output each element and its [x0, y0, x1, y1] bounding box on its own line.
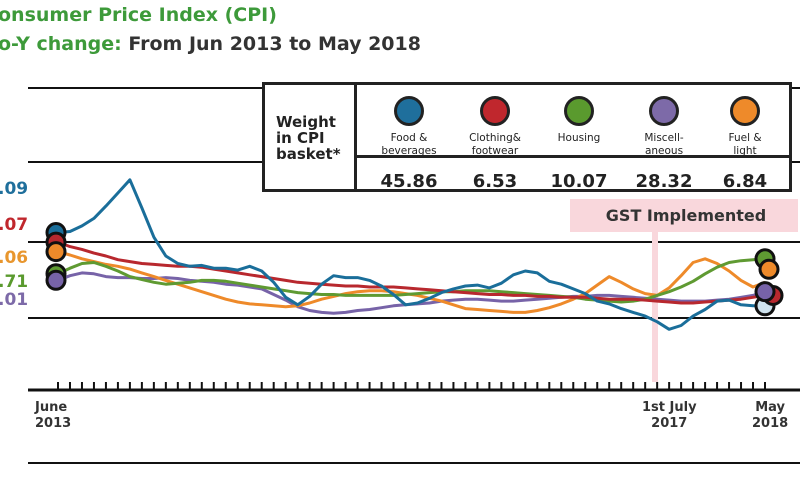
series-line-clothing-footwear	[57, 240, 766, 305]
legend-label: Clothing& footwear	[469, 132, 521, 157]
legend: Weight in CPI basket* Food & beverages 45…	[262, 82, 792, 192]
housing-swatch	[564, 96, 594, 126]
legend-divider	[357, 155, 789, 158]
series-line-food-beverages	[57, 178, 765, 331]
gst-marker-band	[652, 232, 658, 382]
legend-item-housing: Housing 10.07	[537, 85, 621, 192]
legend-label: Food & beverages	[381, 132, 437, 157]
weight-value: 6.53	[472, 171, 518, 192]
food-swatch	[394, 96, 424, 126]
start-label-misc: .01	[0, 290, 29, 310]
weight-value: 10.07	[550, 171, 608, 192]
series-markers	[45, 222, 784, 317]
gst-annotation: GST Implemented	[570, 199, 798, 232]
fuel-swatch	[730, 96, 760, 126]
weight-label-line: Weight	[276, 113, 336, 131]
x-tick-label-gst: 1st July 2017	[642, 400, 697, 431]
x-axis-ticks	[57, 382, 766, 390]
weight-value: 45.86	[380, 171, 438, 192]
weight-value: 28.32	[635, 171, 693, 192]
end-marker	[758, 258, 780, 280]
end-marker	[754, 281, 776, 303]
misc-swatch	[649, 96, 679, 126]
weight-label-line: in CPI	[276, 129, 325, 147]
weight-label: Weight in CPI basket*	[265, 85, 357, 189]
subtitle-prefix: o-Y change:	[0, 33, 122, 55]
start-marker	[45, 269, 67, 291]
subtitle-range: From Jun 2013 to May 2018	[121, 33, 421, 55]
chart-subtitle: o-Y change: From Jun 2013 to May 2018	[0, 33, 421, 55]
legend-label: Fuel & light	[728, 132, 762, 157]
legend-label: Miscell-aneous	[644, 132, 684, 157]
chart-title: onsumer Price Index (CPI)	[0, 4, 277, 26]
start-label-fuel: .06	[0, 248, 29, 268]
legend-item-clothing: Clothing& footwear 6.53	[453, 85, 537, 192]
legend-item-food: Food & beverages 45.86	[367, 85, 451, 192]
series-lines	[57, 178, 766, 331]
start-label-housing: .71	[0, 272, 29, 292]
start-marker	[45, 241, 67, 263]
legend-item-fuel: Fuel & light 6.84	[703, 85, 787, 192]
x-tick-label-start: June 2013	[35, 400, 72, 431]
start-label-clothing: .07	[0, 215, 29, 235]
legend-label: Housing	[557, 132, 601, 144]
x-tick-label-end: May 2018	[752, 400, 789, 431]
start-label-food: .09	[0, 179, 29, 199]
clothing-swatch	[480, 96, 510, 126]
weight-value: 6.84	[722, 171, 768, 192]
legend-item-misc: Miscell-aneous 28.32	[622, 85, 706, 192]
series-line-housing	[57, 257, 766, 304]
weight-label-line: basket*	[276, 145, 341, 163]
